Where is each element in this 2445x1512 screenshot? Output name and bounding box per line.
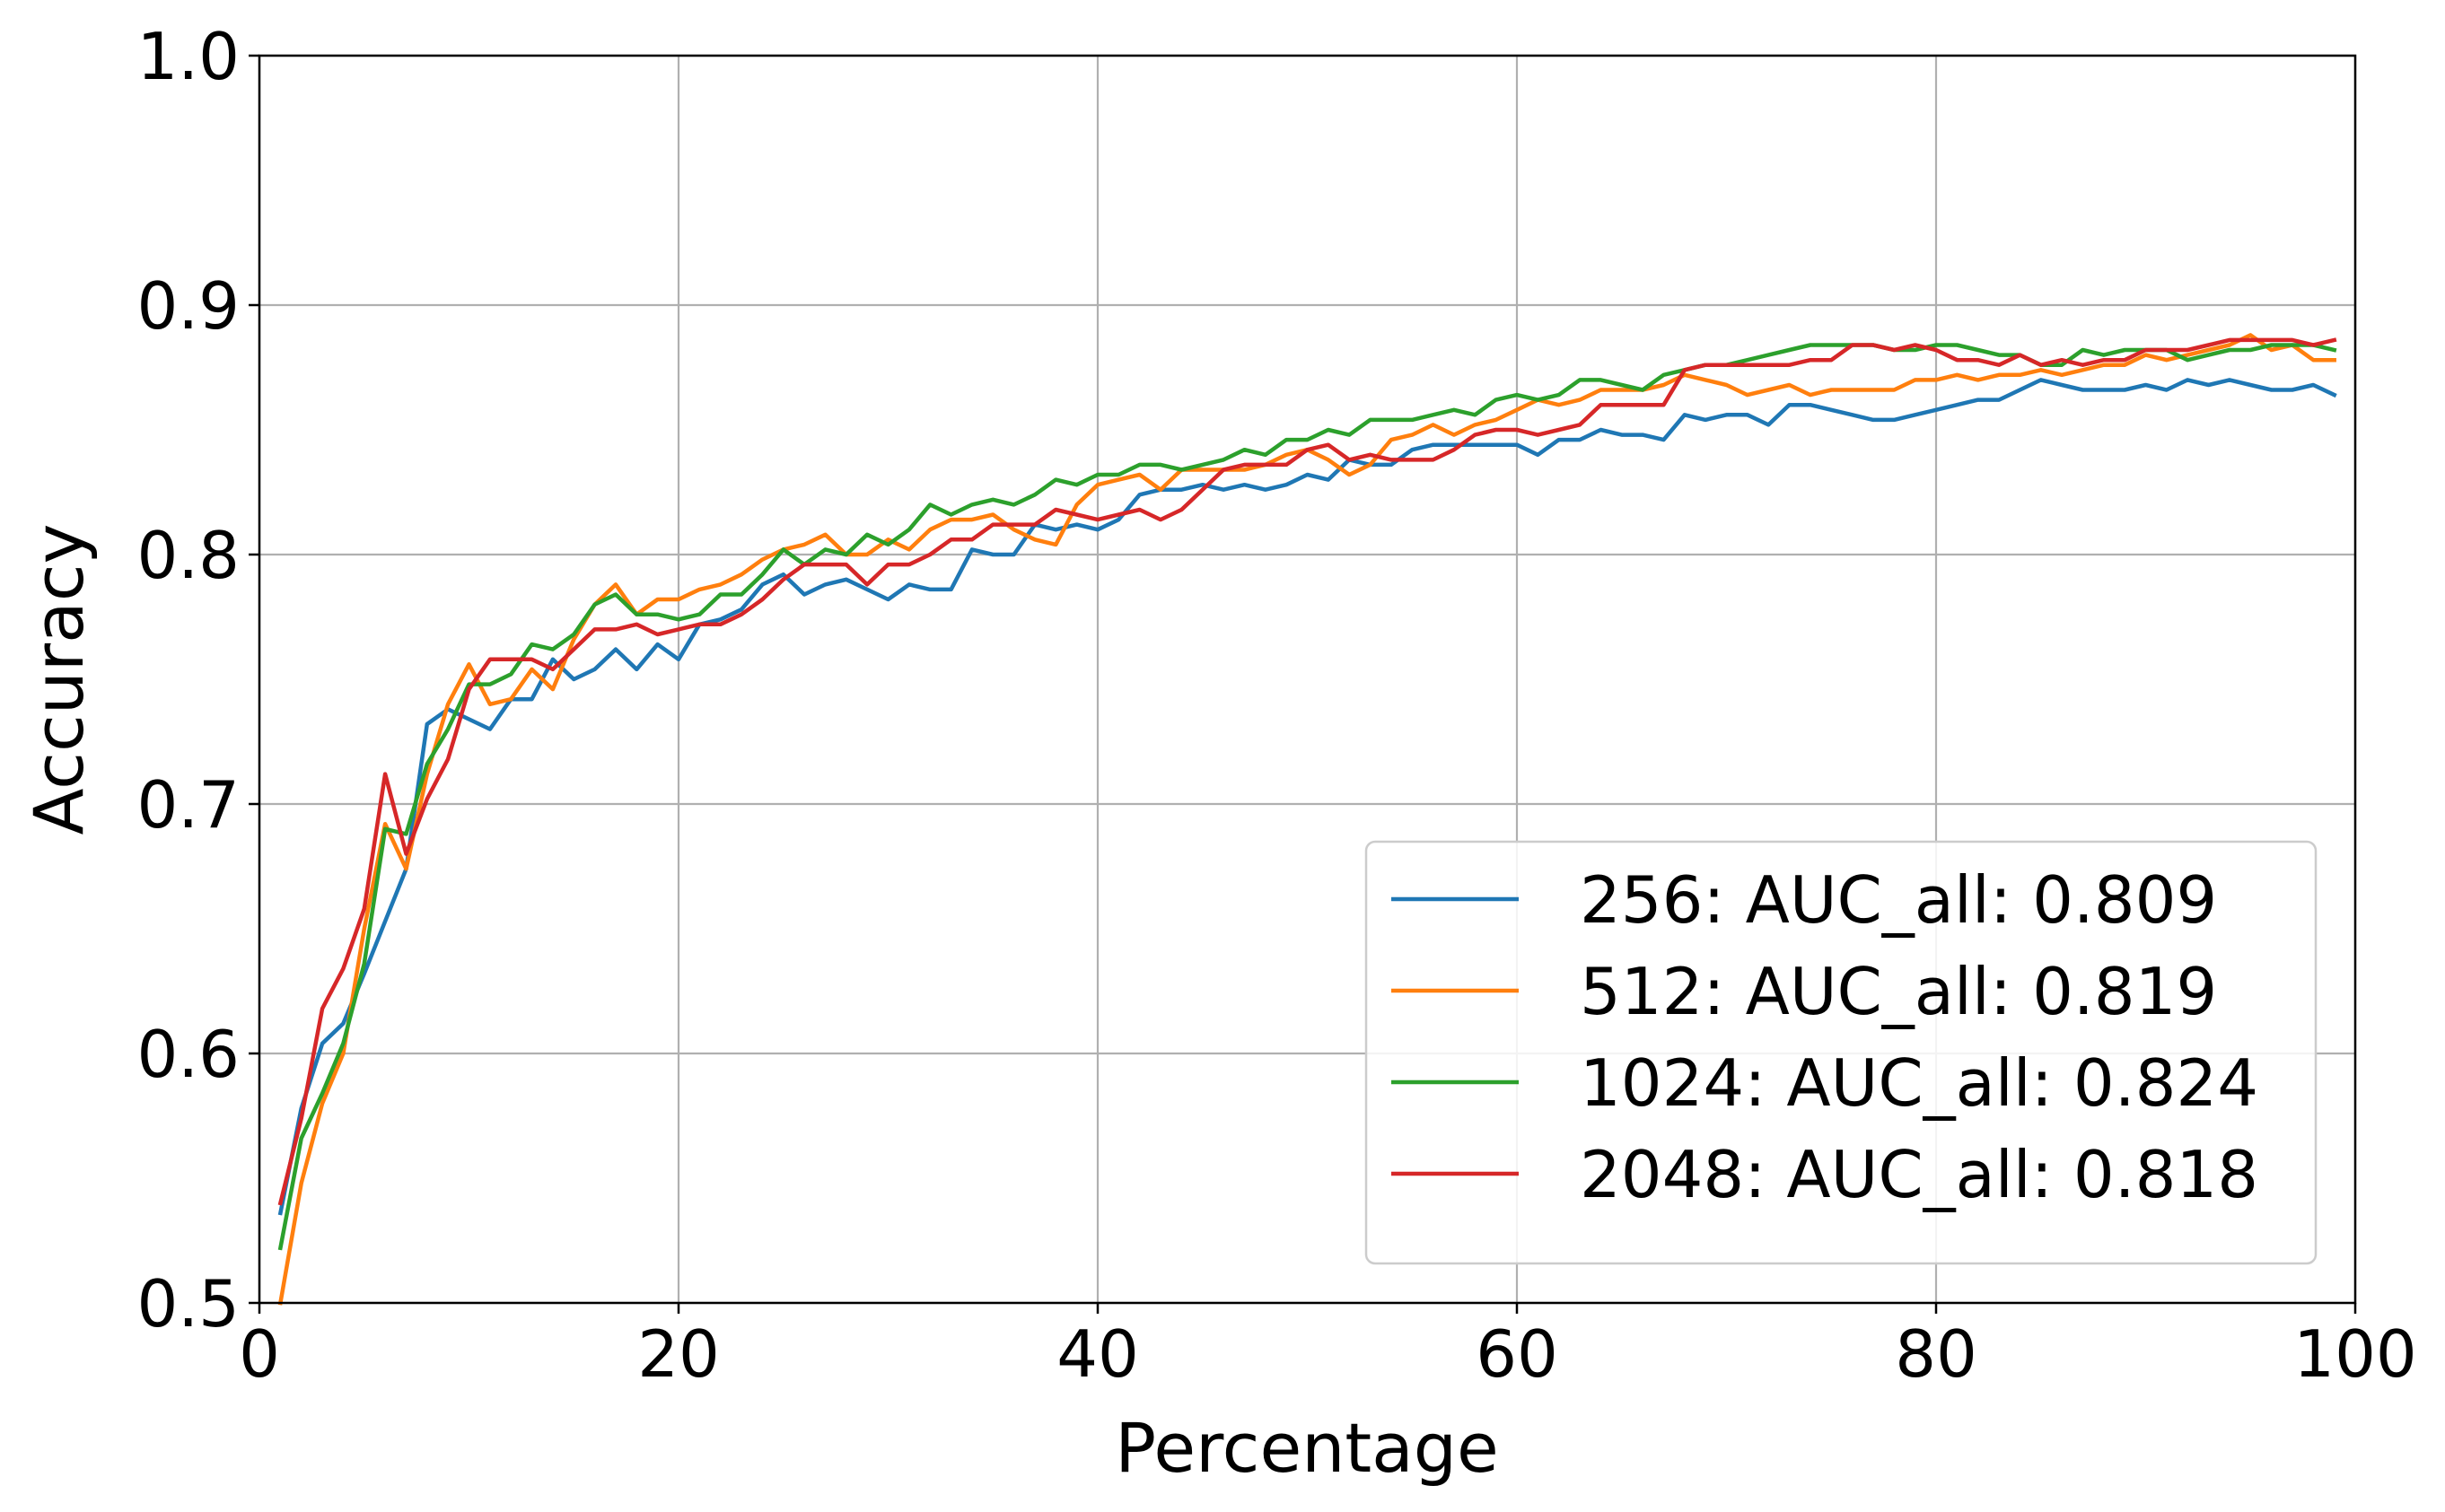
- y-tick-label: 1.0: [136, 19, 240, 94]
- legend-label: 256: AUC_all: 0.809: [1580, 862, 2217, 938]
- y-tick-label: 0.7: [136, 767, 240, 843]
- x-tick-label: 60: [1476, 1316, 1558, 1392]
- plot-frame: [258, 54, 2357, 1305]
- x-axis-label: Percentage: [1115, 1408, 1499, 1488]
- y-tick-label: 0.5: [136, 1266, 240, 1342]
- x-tick-label: 40: [1056, 1316, 1139, 1392]
- y-tick-label: 0.6: [136, 1017, 240, 1092]
- legend-box: [1364, 840, 2318, 1265]
- series-lines: [277, 333, 2337, 1306]
- x-tick-label: 0: [239, 1316, 280, 1392]
- axis-ticks: 0 20 40 60 80 100 0.5 0.6 0.7 0.8 0.9 1.0: [136, 19, 2416, 1392]
- y-axis-label: Accuracy: [19, 524, 99, 835]
- x-tick-label: 100: [2293, 1316, 2416, 1392]
- series-line: [277, 343, 2337, 1251]
- legend: 256: AUC_all: 0.809 512: AUC_all: 0.819 10…: [1364, 840, 2318, 1265]
- legend-label: 1024: AUC_all: 0.824: [1580, 1045, 2258, 1121]
- legend-label: 512: AUC_all: 0.819: [1580, 954, 2217, 1029]
- x-tick-label: 80: [1895, 1316, 1977, 1392]
- y-tick-label: 0.8: [136, 518, 240, 593]
- x-tick-label: 20: [637, 1316, 720, 1392]
- series-line: [277, 378, 2337, 1216]
- y-tick-label: 0.9: [136, 268, 240, 344]
- legend-label: 2048: AUC_all: 0.818: [1580, 1137, 2258, 1212]
- series-line: [277, 337, 2337, 1206]
